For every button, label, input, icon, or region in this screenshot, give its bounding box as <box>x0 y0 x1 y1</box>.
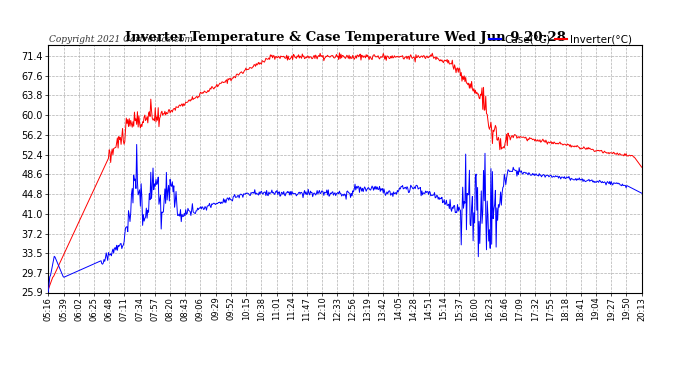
Legend: Case(°C), Inverter(°C): Case(°C), Inverter(°C) <box>484 30 636 49</box>
Title: Inverter Temperature & Case Temperature Wed Jun 9 20:28: Inverter Temperature & Case Temperature … <box>125 31 565 44</box>
Text: Copyright 2021 Cartronics.com: Copyright 2021 Cartronics.com <box>50 35 193 44</box>
